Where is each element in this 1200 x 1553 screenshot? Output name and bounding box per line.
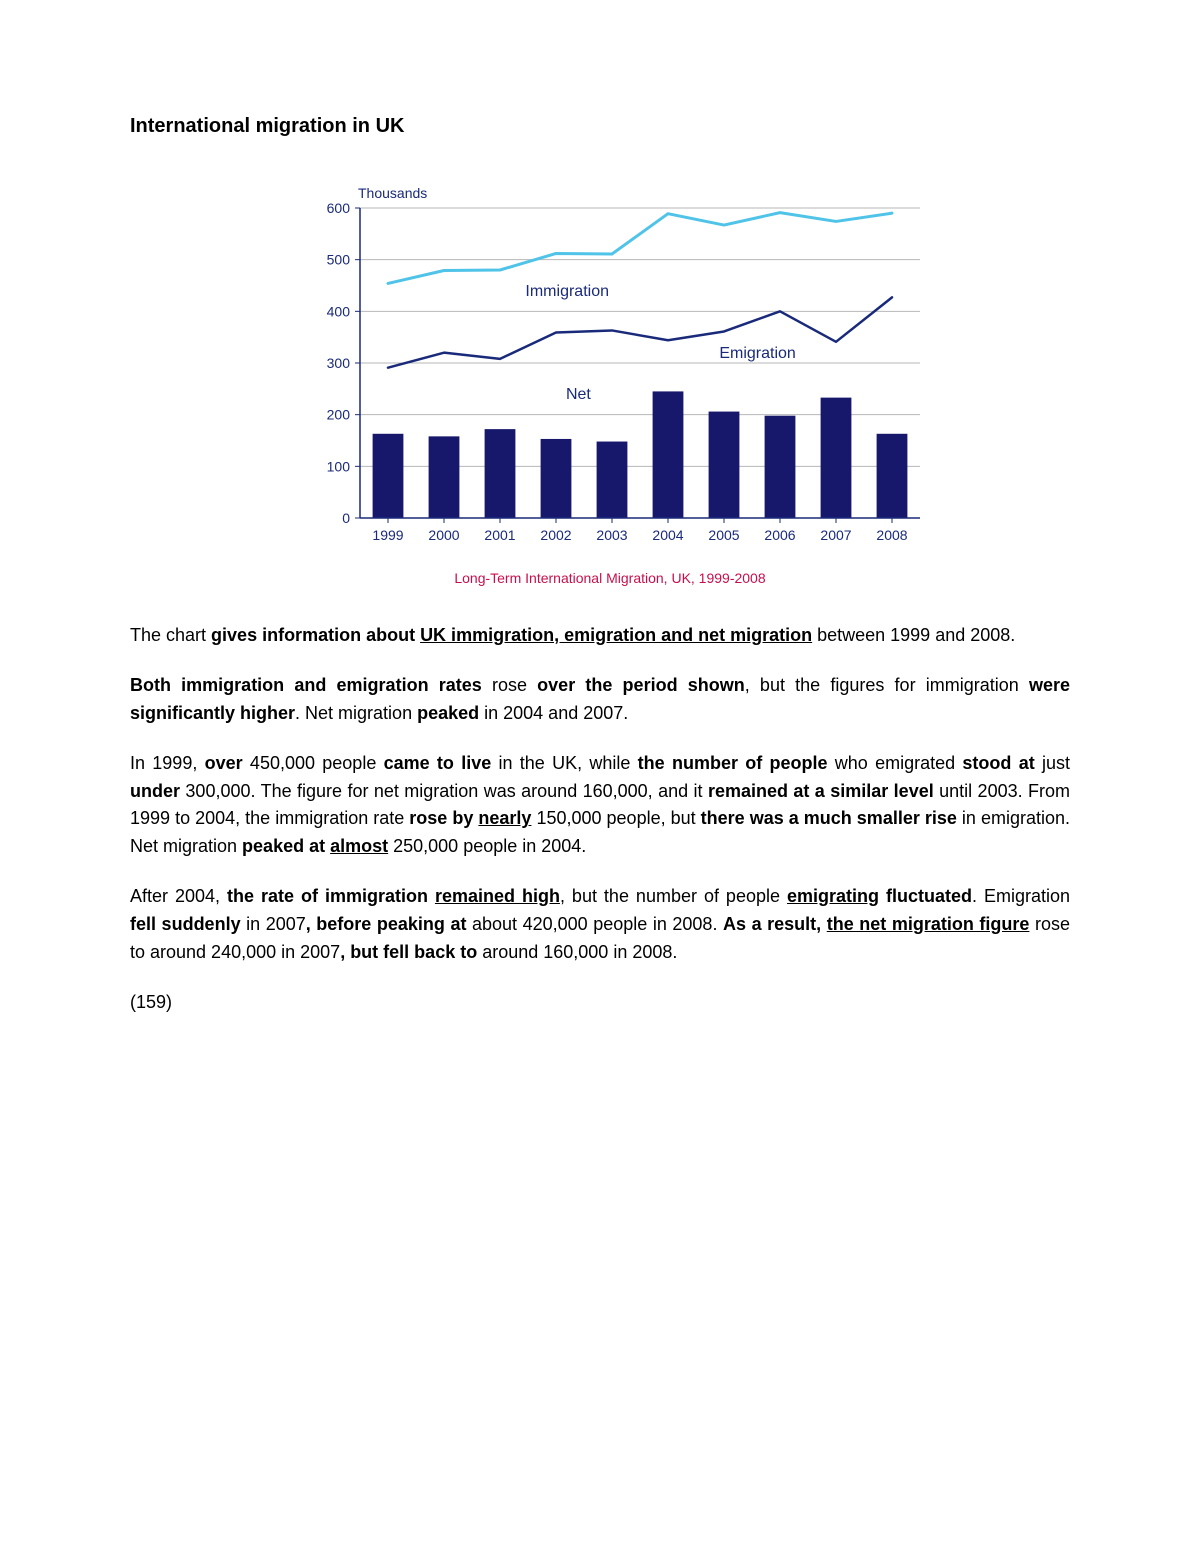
svg-text:500: 500 [327,252,351,268]
svg-text:200: 200 [327,407,351,423]
svg-text:Immigration: Immigration [525,283,609,300]
chart-caption: Long-Term International Migration, UK, 1… [290,570,930,586]
paragraph-1: The chart gives information about UK imm… [130,622,1070,650]
svg-text:2003: 2003 [596,527,627,543]
svg-text:2007: 2007 [820,527,851,543]
migration-chart: 0 100 200 300 400 500 600 Thousands 1999 2000 2001… [290,178,930,586]
svg-text:400: 400 [327,303,351,319]
svg-text:2006: 2006 [764,527,795,543]
paragraph-2: Both immigration and emigration rates ro… [130,672,1070,728]
body-text: The chart gives information about UK imm… [130,622,1070,1017]
page-title: International migration in UK [130,115,1070,138]
svg-text:Thousands: Thousands [358,185,427,201]
svg-text:2008: 2008 [876,527,907,543]
svg-text:2004: 2004 [652,527,683,543]
svg-text:600: 600 [327,200,351,216]
svg-text:2001: 2001 [484,527,515,543]
paragraph-5: (159) [130,989,1070,1017]
svg-text:Net: Net [566,386,591,403]
svg-text:300: 300 [327,355,351,371]
svg-text:100: 100 [327,458,351,474]
svg-text:Emigration: Emigration [719,345,795,362]
svg-text:2005: 2005 [708,527,739,543]
svg-text:2002: 2002 [540,527,571,543]
paragraph-4: After 2004, the rate of immigration rema… [130,883,1070,967]
page: International migration in UK 0 100 200 300… [0,0,1200,1553]
svg-text:1999: 1999 [372,527,403,543]
svg-text:0: 0 [342,510,350,526]
chart-svg: 0 100 200 300 400 500 600 Thousands 1999 2000 2001… [290,178,930,548]
paragraph-3: In 1999, over 450,000 people came to liv… [130,750,1070,862]
svg-text:2000: 2000 [428,527,459,543]
